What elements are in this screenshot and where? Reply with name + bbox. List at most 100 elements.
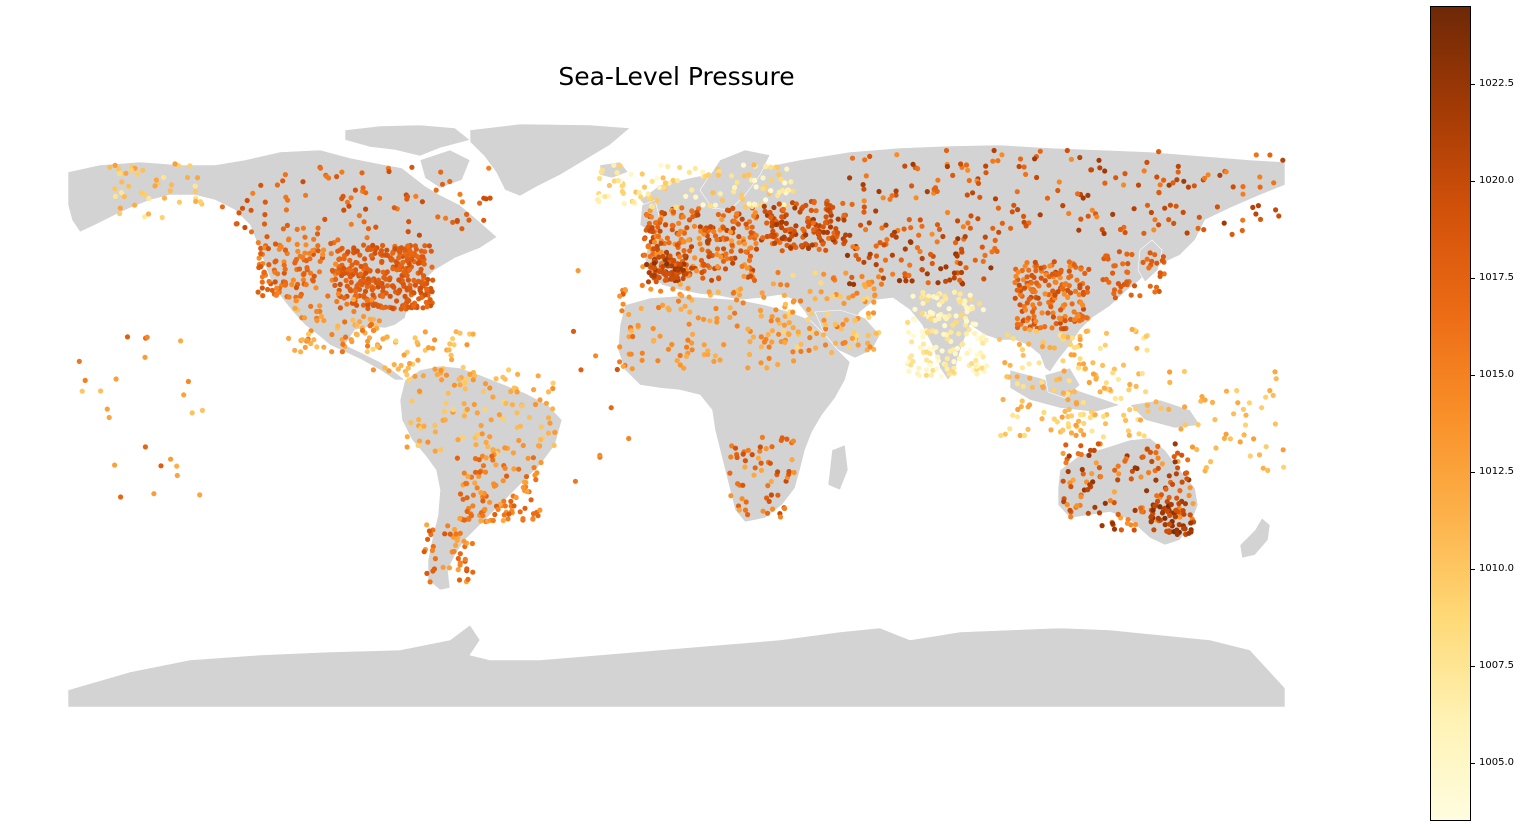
station-point-northern-europe [660, 175, 666, 181]
station-point-central-asia [981, 276, 987, 282]
colorbar-tick-mark [1471, 665, 1475, 667]
station-point-eastern-europe [779, 219, 785, 225]
station-point-eastern-us [429, 288, 435, 294]
station-point-central-asia [893, 234, 899, 240]
station-point-north-africa [734, 297, 740, 303]
station-point-india [957, 299, 963, 305]
station-point-western-us [274, 285, 280, 291]
station-point-southeast-asia [1039, 416, 1045, 422]
station-point-japan-korea [1116, 249, 1122, 255]
station-point-north-africa [759, 290, 765, 296]
station-point-india [969, 360, 975, 367]
station-point-north-africa [674, 358, 680, 364]
station-point-southeast-asia [998, 432, 1004, 439]
station-point-western-europe [688, 244, 695, 250]
station-point-northern-south-america [545, 430, 552, 436]
station-point-alaska [194, 175, 201, 181]
station-point-southeast-asia [1051, 345, 1057, 351]
station-point-siberia [883, 222, 889, 228]
station-point-iberia [653, 279, 659, 285]
station-point-northern-south-america [537, 397, 543, 403]
station-point-canada [284, 222, 290, 228]
station-point-southeast-asia [1047, 344, 1053, 351]
station-point-siberia [929, 231, 935, 237]
station-point-pacific-islands [1273, 376, 1279, 382]
station-point-atlantic-islands [608, 405, 614, 411]
station-point-pacific-islands [1260, 465, 1266, 471]
station-point-eastern-us [412, 282, 418, 288]
station-point-northern-south-america [502, 445, 508, 451]
station-point-siberia [1075, 191, 1081, 197]
station-point-southern-africa [729, 443, 735, 449]
station-point-patagonia [421, 549, 427, 555]
station-point-china [1068, 316, 1074, 322]
station-point-western-us [275, 271, 281, 277]
station-point-india [951, 359, 957, 365]
station-point-canada [439, 181, 446, 187]
station-point-india [928, 372, 935, 378]
station-point-western-europe [730, 226, 736, 232]
station-point-australia [1185, 457, 1191, 463]
station-point-pacific-islands [1247, 453, 1253, 459]
station-point-northern-south-america [432, 422, 438, 429]
station-point-patagonia [470, 569, 476, 575]
station-point-atlantic-islands [617, 293, 623, 299]
station-point-eastern-us [387, 293, 393, 299]
station-point-china [1017, 291, 1023, 298]
station-point-siberia [1221, 220, 1227, 226]
station-point-southeast-asia [1101, 385, 1107, 391]
station-point-mexico [306, 331, 312, 337]
station-point-northern-south-america [432, 429, 438, 435]
station-point-southeast-asia [1129, 326, 1135, 332]
station-point-eastern-us [337, 305, 343, 311]
station-point-eastern-europe [803, 241, 809, 247]
station-point-western-europe [680, 239, 687, 245]
station-point-japan-korea [1117, 289, 1123, 295]
station-point-southern-brazil [520, 516, 526, 522]
station-point-western-us [306, 250, 313, 256]
station-point-patagonia [455, 555, 461, 562]
station-point-mexico [368, 297, 374, 303]
station-point-southern-africa [735, 503, 742, 509]
station-point-eastern-us [383, 276, 389, 282]
station-point-mexico [302, 344, 308, 350]
station-point-mexico [364, 298, 370, 304]
station-point-australia [1172, 441, 1178, 447]
station-point-western-europe [741, 273, 747, 279]
station-point-australia [1140, 454, 1146, 460]
station-point-western-europe [642, 252, 648, 258]
station-point-western-us [320, 251, 326, 257]
station-point-northern-europe [666, 180, 672, 186]
station-point-southeast-asia [1067, 341, 1073, 348]
station-point-mid-pacific [106, 414, 112, 421]
station-point-siberia [1175, 169, 1181, 175]
station-point-northern-south-america [526, 414, 533, 420]
station-point-middle-east [851, 329, 857, 336]
station-point-western-us [281, 270, 287, 276]
station-point-western-europe [714, 237, 720, 243]
station-point-india [920, 334, 926, 340]
station-point-eastern-us [404, 257, 410, 264]
station-point-north-africa [679, 293, 685, 299]
station-point-northern-europe [763, 197, 769, 203]
station-point-northern-south-america [473, 442, 479, 448]
station-point-eastern-europe [771, 204, 777, 211]
station-point-india [979, 365, 985, 371]
station-point-china [1050, 314, 1056, 320]
station-point-eastern-us [405, 243, 411, 249]
station-point-canada [294, 226, 300, 232]
station-point-canada [334, 174, 340, 180]
station-point-canada [377, 195, 383, 201]
station-point-southeast-asia [1019, 347, 1026, 353]
station-point-mexico [340, 341, 346, 347]
station-point-western-us [293, 285, 299, 291]
station-point-central-america [415, 357, 421, 363]
station-point-china [1013, 273, 1019, 279]
station-point-alaska [107, 164, 113, 170]
station-point-mid-pacific [82, 377, 88, 383]
station-point-japan-korea [1131, 283, 1138, 289]
station-point-patagonia [427, 579, 433, 585]
station-point-southern-brazil [482, 469, 489, 475]
station-point-southeast-asia [1068, 430, 1075, 436]
station-point-middle-east [813, 330, 820, 336]
